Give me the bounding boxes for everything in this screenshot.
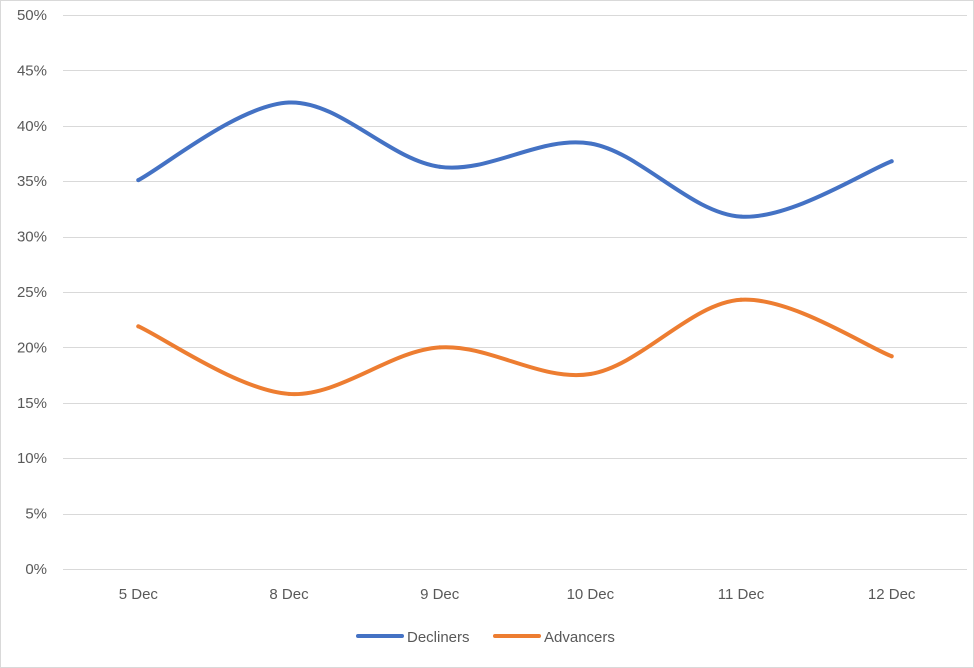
x-axis-tick-labels: 5 Dec 8 Dec 9 Dec 10 Dec 11 Dec 12 Dec xyxy=(119,586,916,603)
y-tick-label-30: 30% xyxy=(17,229,47,246)
data-point-decliners xyxy=(437,164,442,169)
data-point-decliners xyxy=(588,141,593,146)
x-tick-label: 11 Dec xyxy=(718,586,765,603)
y-tick-label-15: 15% xyxy=(17,395,47,412)
x-tick-label: 5 Dec xyxy=(119,586,159,603)
data-point-decliners xyxy=(889,159,894,164)
series-lines xyxy=(136,100,894,396)
series-line-decliners xyxy=(136,100,894,219)
gridlines xyxy=(63,15,967,570)
x-tick-label: 10 Dec xyxy=(567,586,615,603)
legend: Decliners Advancers xyxy=(356,629,615,646)
y-tick-label-20: 20% xyxy=(17,339,47,356)
y-tick-label-10: 10% xyxy=(17,450,47,467)
legend-label-decliners: Decliners xyxy=(407,629,470,646)
x-tick-label: 9 Dec xyxy=(420,586,460,603)
data-point-advancers xyxy=(588,371,593,376)
data-point-decliners xyxy=(739,214,743,219)
y-tick-label-0: 0% xyxy=(25,561,47,578)
data-point-advancers xyxy=(889,354,894,359)
y-axis-tick-labels: 0% 5% 10% 15% 20% 25% 30% 35% 40% 45% 50% xyxy=(17,7,47,578)
x-tick-label: 8 Dec xyxy=(269,586,309,603)
data-point-advancers xyxy=(287,391,291,396)
y-tick-label-50: 50% xyxy=(17,7,47,24)
series-line-advancers xyxy=(136,297,894,396)
data-point-advancers xyxy=(437,345,442,350)
y-tick-label-40: 40% xyxy=(17,118,47,135)
y-tick-label-45: 45% xyxy=(17,62,47,79)
y-tick-label-35: 35% xyxy=(17,173,47,190)
x-tick-label: 12 Dec xyxy=(868,586,916,603)
y-tick-label-5: 5% xyxy=(25,506,47,523)
data-point-decliners xyxy=(287,100,291,105)
legend-label-advancers: Advancers xyxy=(544,629,615,646)
y-tick-label-25: 25% xyxy=(17,284,47,301)
data-point-advancers xyxy=(136,324,141,329)
data-point-decliners xyxy=(136,178,141,183)
data-point-advancers xyxy=(739,297,743,302)
